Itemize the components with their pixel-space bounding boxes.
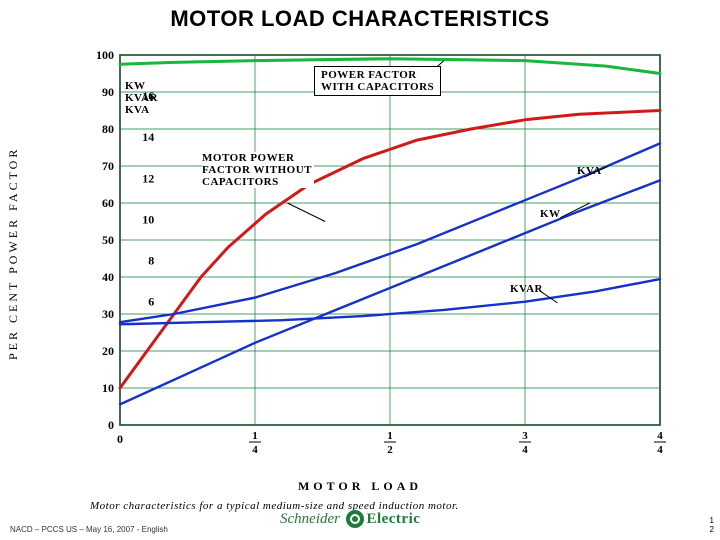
page-root: MOTOR LOAD CHARACTERISTICS PER CENT POWE… (0, 0, 720, 540)
footer-text: NACD – PCCS US – May 16, 2007 - English (10, 525, 168, 534)
brand-logo-icon (346, 510, 364, 528)
svg-text:0: 0 (108, 418, 114, 432)
svg-text:8: 8 (148, 254, 154, 268)
svg-text:90: 90 (102, 85, 114, 99)
svg-text:12: 12 (142, 171, 154, 185)
page-numbers: 1 2 (710, 516, 714, 534)
svg-text:3: 3 (522, 430, 528, 442)
y2-legend-block: KW KVAR KVA (125, 80, 158, 116)
svg-text:60: 60 (102, 196, 114, 210)
svg-text:10: 10 (102, 381, 114, 395)
svg-text:1: 1 (252, 430, 258, 442)
brand-logo: Schneider Electric (280, 510, 440, 536)
y2-legend-kvar: KVAR (125, 92, 158, 104)
svg-text:4: 4 (657, 430, 663, 442)
svg-text:2: 2 (387, 444, 393, 456)
y-axis-left-label: PER CENT POWER FACTOR (6, 100, 21, 360)
svg-text:1: 1 (387, 430, 393, 442)
svg-text:80: 80 (102, 122, 114, 136)
svg-text:4: 4 (522, 444, 528, 456)
svg-text:40: 40 (102, 270, 114, 284)
svg-text:6: 6 (148, 295, 154, 309)
brand-logo-part1: Schneider (280, 511, 340, 527)
y2-legend-kw: KW (125, 80, 158, 92)
annotation-pf-with-cap-l1: POWER FACTOR (321, 69, 434, 81)
svg-text:0: 0 (117, 432, 123, 446)
chart-area: 0102030405060708090100014123444681012141… (30, 40, 690, 480)
page-number-2: 2 (710, 525, 714, 534)
series-label-kva: KVA (577, 165, 602, 177)
svg-text:4: 4 (252, 444, 258, 456)
page-number-1: 1 (710, 516, 714, 525)
annotation-pf-with-cap-l2: WITH CAPACITORS (321, 81, 434, 93)
series-label-kvar: KVAR (510, 283, 543, 295)
chart-title: MOTOR LOAD CHARACTERISTICS (0, 6, 720, 32)
svg-text:30: 30 (102, 307, 114, 321)
annotation-pf-nocap-l3: CAPACITORS (202, 176, 312, 188)
svg-text:50: 50 (102, 233, 114, 247)
svg-text:70: 70 (102, 159, 114, 173)
annotation-pf-with-cap: POWER FACTOR WITH CAPACITORS (314, 66, 441, 96)
y-axis-left-label-wrap: PER CENT POWER FACTOR (6, 100, 22, 380)
svg-text:4: 4 (657, 444, 663, 456)
svg-text:100: 100 (96, 48, 114, 62)
annotation-pf-nocap-l1: MOTOR POWER (202, 152, 312, 164)
series-label-kw: KW (540, 208, 561, 220)
x-axis-label: MOTOR LOAD (0, 479, 720, 494)
y2-legend-kva: KVA (125, 104, 158, 116)
svg-text:20: 20 (102, 344, 114, 358)
svg-text:10: 10 (142, 212, 154, 226)
annotation-pf-nocap-l2: FACTOR WITHOUT (202, 164, 312, 176)
brand-logo-part2: Electric (366, 511, 420, 527)
annotation-pf-nocap: MOTOR POWER FACTOR WITHOUT CAPACITORS (202, 152, 314, 188)
svg-text:14: 14 (142, 130, 154, 144)
